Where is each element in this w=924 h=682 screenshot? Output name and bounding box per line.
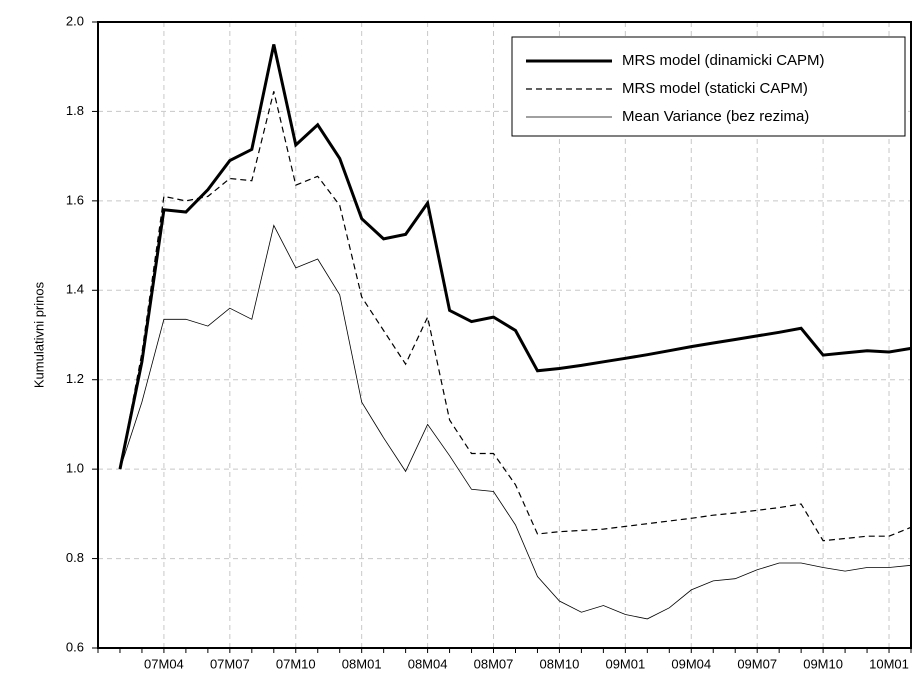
- x-tick-label: 09M01: [605, 656, 645, 671]
- x-tick-label: 08M07: [474, 656, 514, 671]
- series-line: [118, 44, 912, 470]
- y-tick-label: 1.0: [66, 461, 84, 476]
- y-tick-label: 0.8: [66, 550, 84, 565]
- y-tick-label: 1.2: [66, 371, 84, 386]
- legend-label: MRS model (staticki CAPM): [622, 80, 808, 97]
- x-tick-label: 07M04: [144, 656, 184, 671]
- x-tick-label: 09M04: [671, 656, 711, 671]
- x-tick-label: 08M10: [540, 656, 580, 671]
- x-tick-label: 07M10: [276, 656, 316, 671]
- legend-label: MRS model (dinamicki CAPM): [622, 52, 825, 69]
- x-tick-label: 08M04: [408, 656, 448, 671]
- x-tick-label: 07M07: [210, 656, 250, 671]
- x-tick-label: 09M07: [737, 656, 777, 671]
- x-tick-label: 10M01: [869, 656, 909, 671]
- x-tick-label: 08M01: [342, 656, 382, 671]
- y-tick-label: 0.6: [66, 639, 84, 654]
- y-tick-label: 1.8: [66, 103, 84, 118]
- x-tick-label: 09M10: [803, 656, 843, 671]
- y-tick-label: 1.6: [66, 192, 84, 207]
- series-line: [119, 224, 912, 620]
- y-tick-label: 1.4: [66, 282, 84, 297]
- y-tick-label: 2.0: [66, 13, 84, 28]
- legend-box: [511, 36, 906, 137]
- y-axis-label: Kumulativni prinos: [31, 281, 46, 388]
- plot-frame: [97, 21, 912, 649]
- legend-label: Mean Variance (bez rezima): [622, 108, 809, 125]
- series-line: [119, 91, 912, 542]
